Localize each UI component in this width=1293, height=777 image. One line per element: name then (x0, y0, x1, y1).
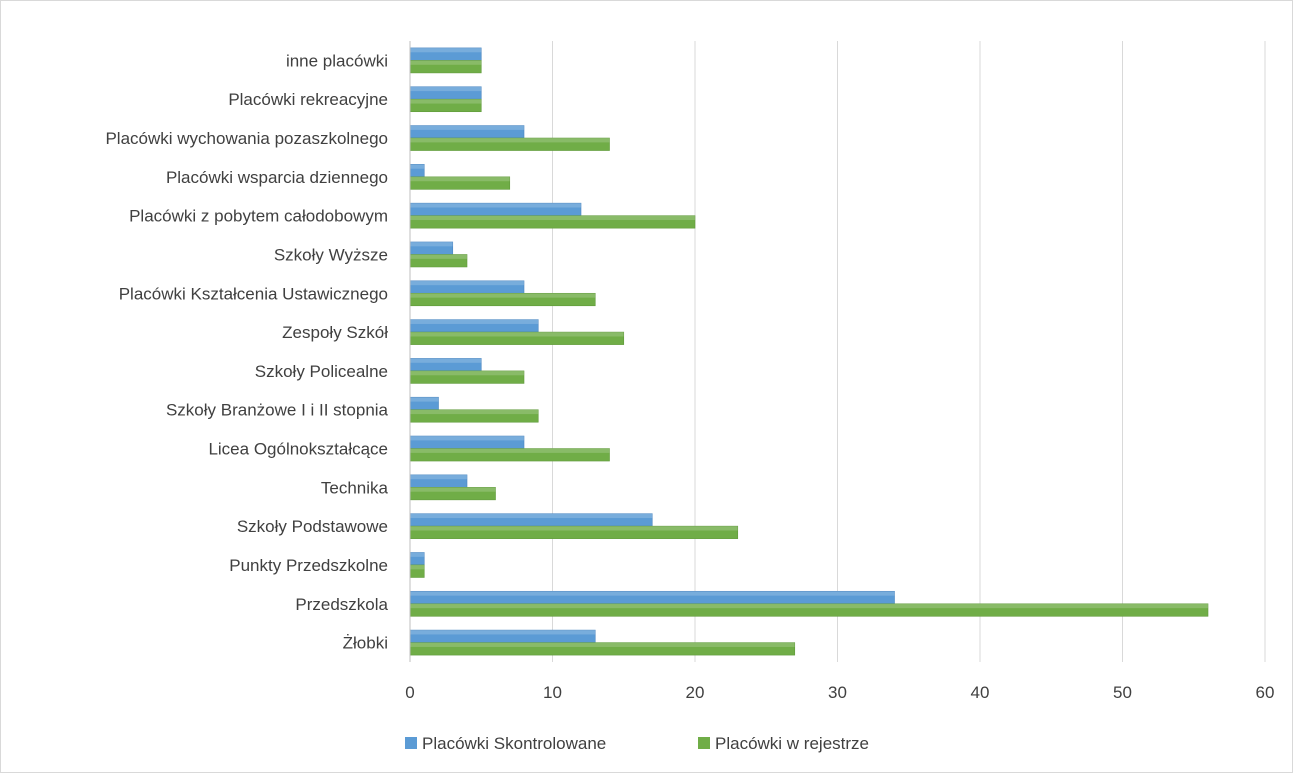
bar-highlight (410, 293, 596, 298)
bar-highlight (410, 552, 425, 557)
legend-swatch (698, 737, 710, 749)
category-label: Placówki wychowania pozaszkolnego (105, 129, 388, 148)
bar-highlight (410, 487, 496, 492)
bar-highlight (410, 370, 524, 376)
x-tick-label: 30 (828, 683, 847, 702)
bar-highlight (410, 564, 425, 570)
legend-label: Placówki Skontrolowane (422, 734, 606, 753)
x-tick-label: 50 (1113, 683, 1132, 702)
bar-highlight (410, 47, 482, 53)
bar-highlight (410, 630, 596, 635)
bar-highlight (410, 280, 524, 286)
category-label: Szkoły Policealne (255, 362, 388, 381)
bar-highlight (410, 409, 539, 415)
value-tick-labels: 0 10 20 30 40 50 60 (405, 683, 1274, 702)
category-label: Licea Ogólnokształcące (208, 440, 388, 459)
category-label: Żłobki (343, 634, 388, 653)
category-label: Przedszkola (295, 595, 388, 614)
bar-highlight (410, 603, 1208, 609)
bar-highlight (410, 176, 510, 182)
bar-highlight (410, 241, 453, 247)
bar-highlight (410, 215, 695, 221)
gridlines (552, 41, 1266, 662)
x-tick-label: 20 (686, 683, 705, 702)
bar-highlight (410, 164, 425, 169)
bar-highlight (410, 358, 482, 363)
category-label: Szkoły Branżowe I i II stopnia (166, 401, 389, 420)
category-label: Placówki Kształcenia Ustawicznego (119, 284, 388, 303)
bar-highlight (410, 526, 738, 531)
category-labels: Żłobki Przedszkola Punkty Przedszkolne Szko… (105, 51, 388, 652)
legend: Placówki Skontrolowane Placówki w rejestr… (405, 734, 869, 753)
bar-highlight (410, 474, 467, 480)
bar-highlight (410, 125, 524, 130)
bars (409, 47, 1209, 656)
category-label: Placówki wsparcia dziennego (166, 168, 388, 187)
category-label: Placówki z pobytem całodobowym (129, 207, 388, 226)
bar-highlight (410, 397, 439, 402)
category-label: Zespoły Szkół (282, 323, 388, 342)
bar-highlight (410, 138, 610, 143)
x-tick-label: 10 (543, 683, 562, 702)
x-tick-label: 0 (405, 683, 414, 702)
x-tick-label: 40 (971, 683, 990, 702)
category-label: Placówki rekreacyjne (228, 90, 388, 109)
bar-highlight (410, 591, 895, 596)
bar-highlight (410, 332, 624, 337)
bar-highlight (410, 319, 539, 324)
category-label: Punkty Przedszkolne (229, 556, 388, 575)
bar-highlight (410, 254, 467, 259)
bar-highlight (410, 86, 482, 92)
category-label: Szkoły Podstawowe (237, 517, 388, 536)
x-tick-label: 60 (1256, 683, 1275, 702)
bar-highlight (410, 60, 482, 65)
bar-highlight (410, 448, 610, 453)
legend-swatch (405, 737, 417, 749)
bar-highlight (410, 436, 524, 441)
legend-label: Placówki w rejestrze (715, 734, 869, 753)
bar-highlight (410, 203, 581, 208)
category-label: inne placówki (286, 51, 388, 70)
category-label: Technika (321, 478, 389, 497)
bar-highlight (410, 642, 795, 647)
bar-highlight (410, 99, 482, 104)
bar-highlight (410, 513, 653, 519)
category-label: Szkoły Wyższe (274, 245, 388, 264)
